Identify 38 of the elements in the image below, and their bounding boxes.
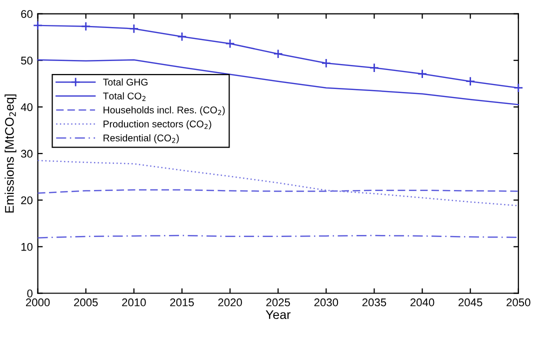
point: [225, 38, 235, 48]
legend-label: Residential (CO$_{2}$): [104, 134, 179, 144]
x-tick-label: 2020: [218, 298, 242, 306]
legend-label: Total CO$_{2}$: [103, 92, 146, 101]
legend-label: Total GHG: [103, 78, 148, 86]
x-tick-label: 2005: [74, 298, 98, 306]
y-tick-label: 60: [21, 10, 33, 18]
legend-label: Households incl. Res. (CO$_{2}$): [104, 106, 225, 116]
point: [129, 24, 139, 34]
x-tick-label: 2010: [122, 298, 146, 306]
legend-label: Production sectors (CO$_{2}$): [104, 120, 212, 130]
y-tick-label: 40: [20, 103, 33, 112]
point: [369, 62, 380, 73]
y-tick-label: 50: [21, 56, 33, 65]
y-tick-label: 10: [21, 242, 33, 251]
x-tick-label: 2050: [506, 298, 530, 306]
y-tick-label: 0: [27, 290, 33, 298]
x-tick-label: 2040: [410, 298, 434, 306]
point: [177, 32, 187, 42]
point: [465, 76, 476, 86]
point: [273, 48, 283, 59]
x-tick-label: 2000: [26, 298, 50, 306]
x-tick-label: 2045: [458, 298, 482, 306]
line-series: [37, 59, 520, 106]
y-tick-label: 30: [21, 150, 33, 158]
x-tick-label: 2035: [362, 298, 386, 306]
point: [514, 82, 524, 93]
point: [81, 22, 91, 32]
point: [321, 58, 332, 68]
y-tick-label: 20: [21, 196, 33, 204]
point: [417, 69, 428, 79]
point: [32, 20, 43, 30]
x-tick-label: 2030: [314, 298, 338, 306]
x-tick-label: 2015: [170, 298, 194, 306]
y-axis-title: Emissions [MtCO$_{2}$eq]: [4, 94, 16, 212]
x-tick-label: 2025: [266, 298, 290, 306]
x-axis-title: Year: [266, 310, 291, 320]
line-series: [37, 160, 520, 206]
